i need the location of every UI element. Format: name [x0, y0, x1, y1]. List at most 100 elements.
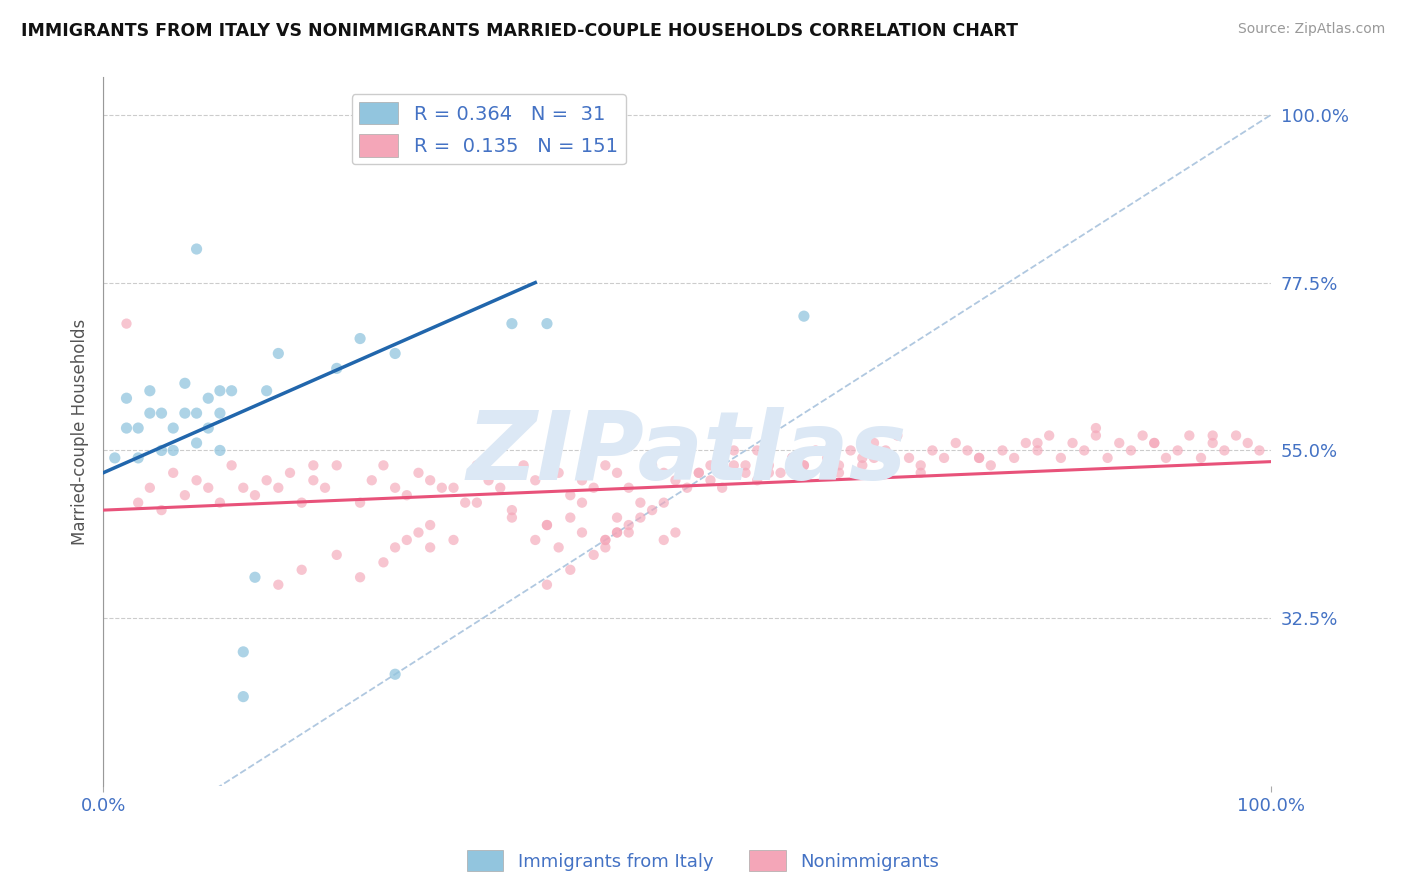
- Point: [910, 458, 932, 473]
- Point: [208, 496, 231, 510]
- Point: [197, 481, 219, 495]
- Point: [875, 443, 897, 458]
- Point: [932, 450, 955, 465]
- Point: [443, 533, 465, 547]
- Point: [606, 525, 628, 540]
- Text: Source: ZipAtlas.com: Source: ZipAtlas.com: [1237, 22, 1385, 37]
- Point: [232, 645, 254, 659]
- Point: [384, 346, 406, 360]
- Point: [1249, 443, 1271, 458]
- Point: [828, 458, 851, 473]
- Point: [1062, 436, 1084, 450]
- Point: [395, 533, 418, 547]
- Text: IMMIGRANTS FROM ITALY VS NONIMMIGRANTS MARRIED-COUPLE HOUSEHOLDS CORRELATION CHA: IMMIGRANTS FROM ITALY VS NONIMMIGRANTS M…: [21, 22, 1018, 40]
- Point: [208, 406, 231, 420]
- Point: [863, 450, 886, 465]
- Point: [115, 391, 138, 405]
- Point: [197, 421, 219, 435]
- Point: [291, 496, 314, 510]
- Point: [1213, 443, 1236, 458]
- Point: [956, 443, 979, 458]
- Point: [793, 458, 815, 473]
- Point: [314, 481, 336, 495]
- Point: [967, 450, 990, 465]
- Point: [221, 384, 243, 398]
- Point: [699, 473, 721, 487]
- Point: [384, 541, 406, 555]
- Point: [595, 533, 617, 547]
- Legend: Immigrants from Italy, Nonimmigrants: Immigrants from Italy, Nonimmigrants: [460, 843, 946, 879]
- Point: [1225, 428, 1247, 442]
- Point: [360, 473, 382, 487]
- Point: [162, 466, 184, 480]
- Point: [278, 466, 301, 480]
- Point: [349, 570, 371, 584]
- Point: [104, 450, 127, 465]
- Point: [595, 533, 617, 547]
- Point: [560, 488, 582, 502]
- Point: [291, 563, 314, 577]
- Point: [560, 563, 582, 577]
- Point: [1084, 428, 1107, 442]
- Point: [945, 436, 967, 450]
- Point: [419, 518, 441, 533]
- Point: [617, 525, 640, 540]
- Point: [489, 481, 512, 495]
- Point: [1002, 450, 1025, 465]
- Point: [349, 332, 371, 346]
- Point: [150, 443, 173, 458]
- Point: [991, 443, 1014, 458]
- Point: [1132, 428, 1154, 442]
- Point: [221, 458, 243, 473]
- Point: [747, 473, 769, 487]
- Point: [373, 555, 395, 569]
- Point: [676, 458, 699, 473]
- Point: [828, 466, 851, 480]
- Point: [419, 541, 441, 555]
- Point: [664, 525, 686, 540]
- Point: [408, 525, 430, 540]
- Point: [711, 450, 734, 465]
- Point: [1015, 436, 1038, 450]
- Point: [173, 488, 195, 502]
- Point: [571, 525, 593, 540]
- Point: [606, 466, 628, 480]
- Point: [967, 450, 990, 465]
- Point: [232, 690, 254, 704]
- Point: [547, 466, 569, 480]
- Point: [980, 458, 1002, 473]
- Point: [150, 406, 173, 420]
- Point: [851, 458, 873, 473]
- Point: [758, 458, 780, 473]
- Point: [232, 481, 254, 495]
- Point: [524, 473, 547, 487]
- Point: [676, 481, 699, 495]
- Point: [734, 458, 756, 473]
- Point: [454, 496, 477, 510]
- Point: [173, 406, 195, 420]
- Point: [652, 533, 675, 547]
- Point: [582, 481, 605, 495]
- Point: [1143, 436, 1166, 450]
- Point: [769, 466, 792, 480]
- Point: [628, 510, 651, 524]
- Point: [711, 481, 734, 495]
- Point: [793, 458, 815, 473]
- Point: [208, 443, 231, 458]
- Point: [501, 510, 523, 524]
- Point: [1189, 450, 1212, 465]
- Point: [851, 450, 873, 465]
- Point: [1202, 436, 1225, 450]
- Point: [536, 518, 558, 533]
- Point: [734, 466, 756, 480]
- Point: [617, 481, 640, 495]
- Point: [1202, 428, 1225, 442]
- Point: [127, 421, 149, 435]
- Point: [267, 578, 290, 592]
- Point: [384, 481, 406, 495]
- Point: [243, 488, 266, 502]
- Point: [477, 473, 499, 487]
- Point: [302, 473, 325, 487]
- Point: [571, 496, 593, 510]
- Point: [641, 503, 664, 517]
